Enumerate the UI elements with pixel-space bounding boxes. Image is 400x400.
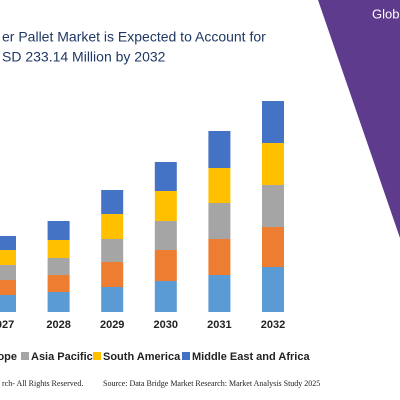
- legend-label: Asia Pacific: [31, 351, 93, 363]
- bar-segment: [101, 214, 124, 239]
- legend-swatch: [93, 352, 101, 360]
- legend-swatch: [182, 352, 190, 360]
- copyright: rch- All Rights Reserved.: [2, 379, 83, 388]
- bar-segment: [47, 275, 70, 292]
- bar-segment: [0, 250, 16, 265]
- x-tick-label: 2029: [100, 319, 124, 331]
- bar-segment: [101, 262, 124, 287]
- source: Source: Data Bridge Market Research: Mar…: [103, 379, 320, 388]
- bar-segment: [262, 227, 284, 267]
- brand-panel: [318, 0, 400, 238]
- bar-segment: [208, 168, 231, 203]
- bar-segment: [208, 203, 231, 239]
- bar-segment: [154, 191, 177, 221]
- legend-swatch: [21, 352, 29, 360]
- x-tick-label: 027: [0, 319, 14, 331]
- bar-segment: [208, 131, 231, 168]
- x-tick-label: 2030: [154, 319, 178, 331]
- bar-segment: [47, 221, 70, 240]
- bar-segment: [262, 101, 284, 143]
- legend-label: ope: [0, 351, 17, 363]
- x-tick-label: 2028: [46, 319, 70, 331]
- bar-segment: [262, 143, 284, 185]
- bar-segment: [0, 265, 16, 280]
- bar-segment: [154, 162, 177, 191]
- x-tick-label: 2032: [261, 319, 285, 331]
- bar-segment: [262, 267, 284, 312]
- legend-label: South America: [103, 351, 181, 363]
- bar-segment: [0, 236, 16, 250]
- brand: Glob: [372, 6, 399, 21]
- bar-segment: [154, 221, 177, 250]
- bar-segment: [0, 280, 16, 295]
- bar-segment: [47, 258, 70, 275]
- bar-segment: [208, 239, 231, 275]
- bar-segment: [154, 281, 177, 312]
- bar-segment: [101, 287, 124, 312]
- bar-segment: [47, 292, 70, 312]
- bar-segment: [262, 185, 284, 227]
- chart-title: er Pallet Market is Expected to Account …: [2, 29, 266, 45]
- bar-segment: [208, 275, 231, 312]
- bar-segment: [0, 295, 16, 312]
- bar-segment: [47, 240, 70, 258]
- bar-segment: [154, 250, 177, 281]
- bar-segment: [101, 190, 124, 214]
- x-tick-label: 2031: [207, 319, 231, 331]
- bar-segment: [101, 239, 124, 262]
- legend-label: Middle East and Africa: [192, 351, 310, 363]
- chart-title: SD 233.14 Million by 2032: [2, 49, 166, 65]
